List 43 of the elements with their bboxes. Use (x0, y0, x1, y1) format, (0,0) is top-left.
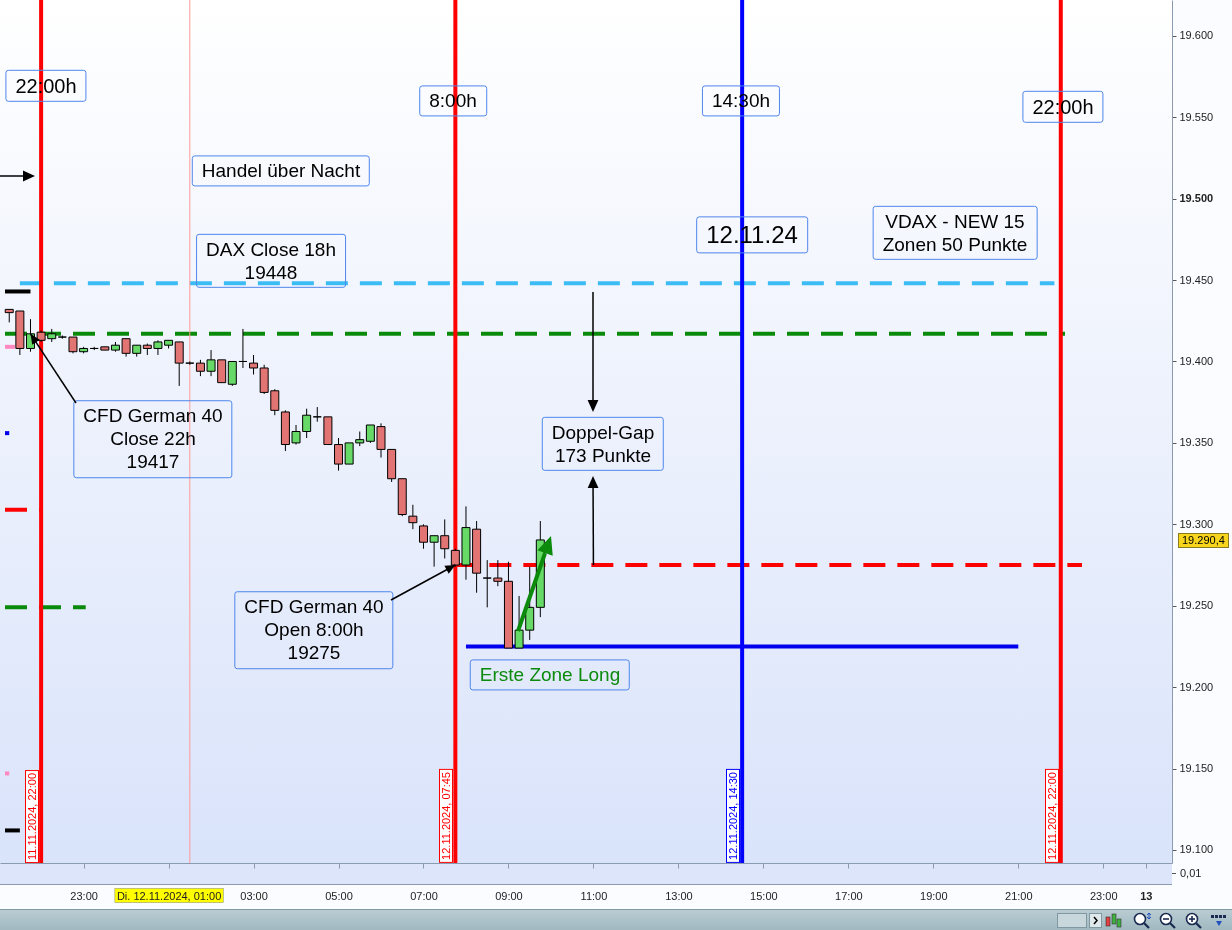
text: 19.290,4 (1178, 533, 1229, 548)
ref-line-label: 12.11.2024, 07:45 (439, 769, 454, 863)
x-tick-label: 13 (1140, 889, 1153, 902)
y-tick-label: 19.500 (1179, 192, 1214, 205)
annotation: Handel über Nacht (191, 155, 371, 187)
y-tick-label: 19.150 (1179, 762, 1214, 775)
y-tick-label: 19.550 (1179, 110, 1214, 123)
x-tick-label: 07:00 (410, 889, 438, 902)
y-tick-label: 19.600 (1179, 29, 1214, 42)
x-tick-label: 09:00 (495, 889, 523, 902)
y-tick-label: 19.100 (1179, 843, 1214, 856)
annotation: DAX Close 18h 19448 (196, 233, 346, 289)
y-tick-label: 19.250 (1179, 599, 1214, 612)
x-tick-label: 15:00 (750, 889, 778, 902)
x-tick-label: 03:00 (240, 889, 268, 902)
candlestick (482, 559, 492, 608)
candlestick (408, 504, 418, 530)
annotation: VDAX - NEW 15 Zonen 50 Punkte (872, 205, 1038, 261)
x-tick-label: 13:00 (665, 889, 693, 902)
y-tick-label: 19.200 (1179, 680, 1214, 693)
y-tick-label: 19.400 (1179, 354, 1214, 367)
candlestick (493, 559, 503, 587)
ref-line-label: 12.11.2024, 22:00 (1044, 769, 1059, 863)
y-tick-label: 19.350 (1179, 436, 1214, 449)
x-tick-label: 23:00 (70, 889, 98, 902)
ref-line-label: 12.11.2024, 14:30 (726, 769, 741, 863)
x-tick-label: 11:00 (580, 889, 608, 902)
annotation: CFD German 40 Close 22h 19417 (73, 400, 233, 478)
y-tick-label: 19.300 (1179, 517, 1214, 530)
annotation: Erste Zone Long (469, 659, 631, 691)
candlestick (174, 341, 184, 387)
x-tick-label: 21:00 (1005, 889, 1033, 902)
x-tick-label: 17:00 (835, 889, 863, 902)
candlestick (227, 360, 237, 387)
text: 0,01 (1180, 867, 1202, 880)
annotation: Doppel-Gap 173 Punkte (541, 416, 665, 472)
annotation: CFD German 40 Open 8:00h 19275 (234, 591, 394, 669)
x-tick-label: 19:00 (920, 889, 948, 902)
candlestick (249, 354, 259, 376)
y-tick-label: 19.450 (1179, 273, 1214, 286)
ref-line-label: 11.11.2024, 22:00 (25, 769, 40, 863)
x-tick-label: 05:00 (325, 889, 353, 902)
x-tick-label: 23:00 (1090, 889, 1118, 902)
